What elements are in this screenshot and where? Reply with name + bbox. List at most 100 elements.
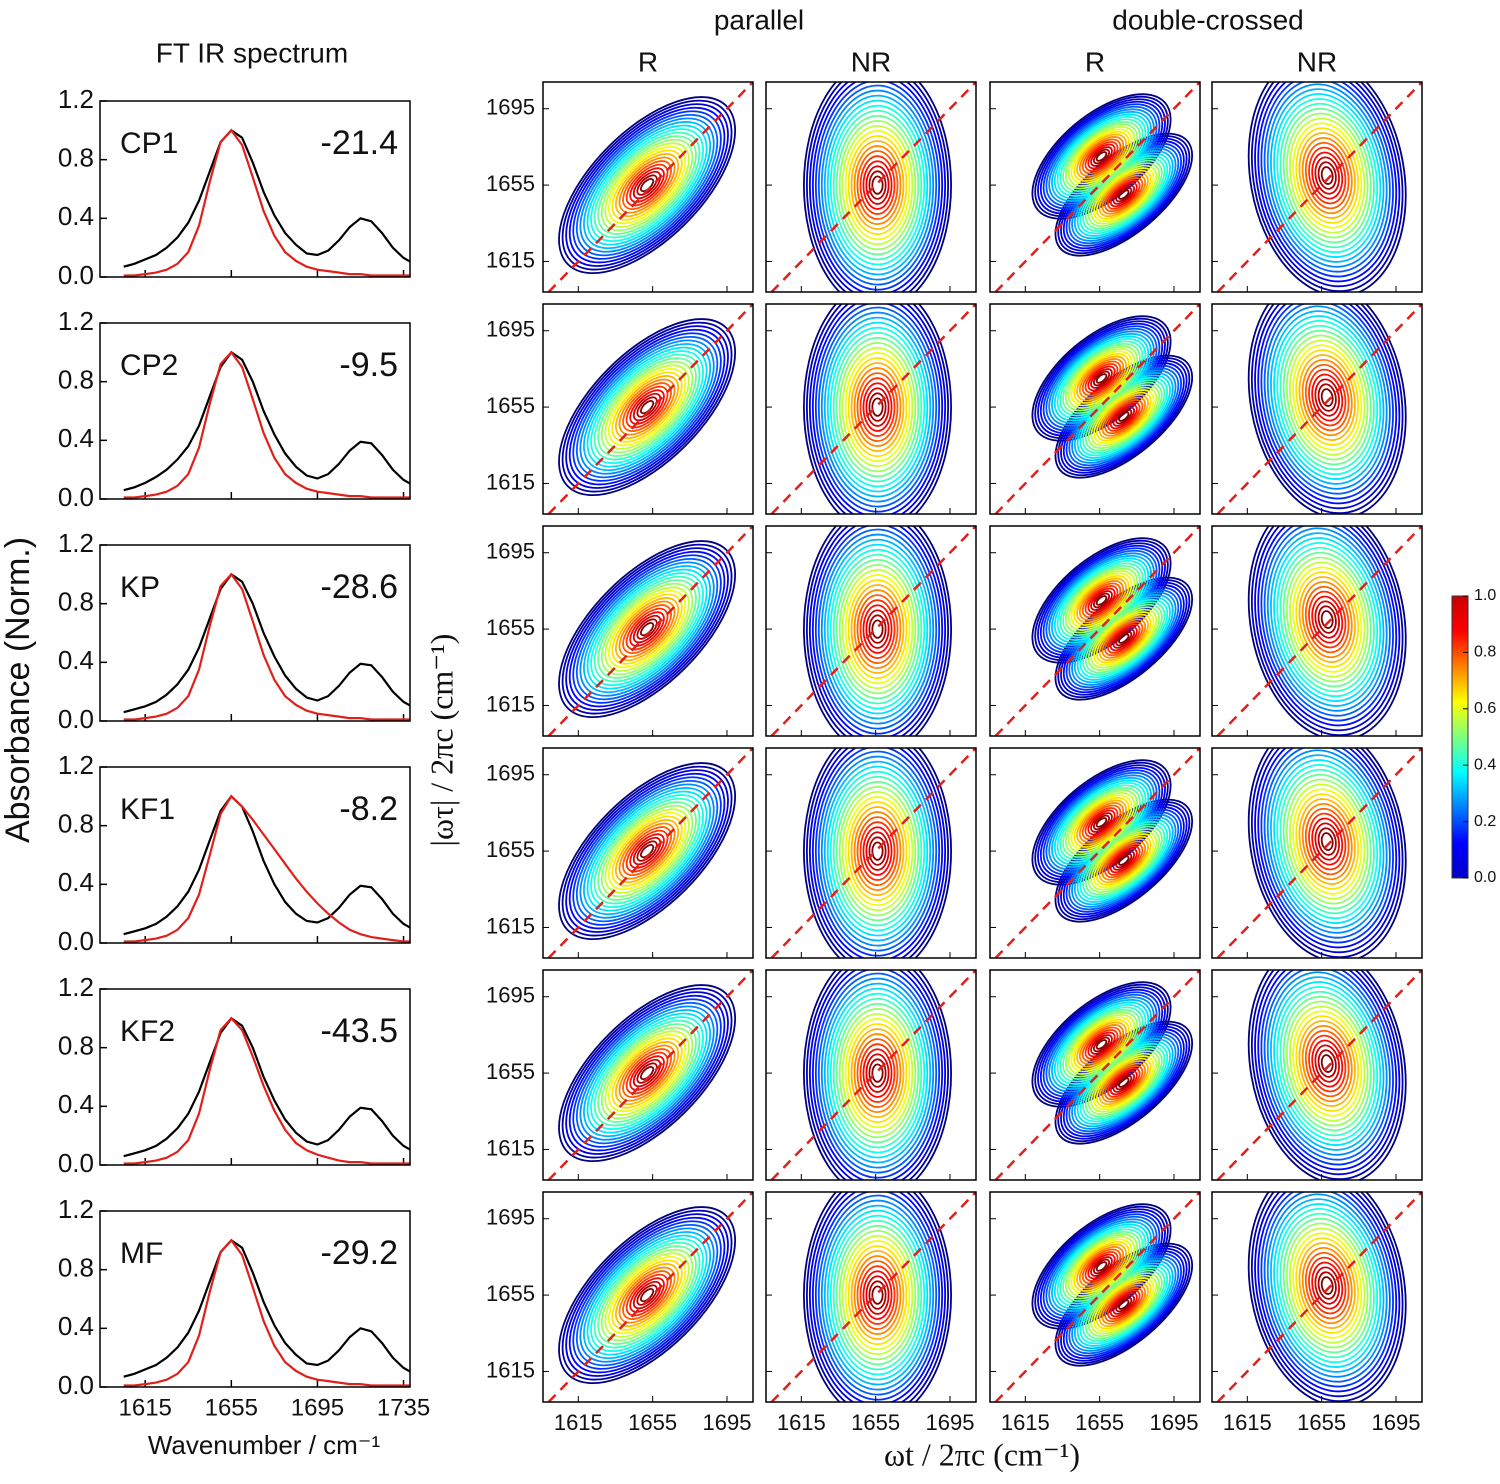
contour-line [1067, 126, 1136, 187]
y-tick-label: 1615 [486, 247, 535, 272]
contour-line [1090, 812, 1113, 833]
plot-frame [99, 988, 411, 1166]
contour-line [868, 1280, 887, 1310]
diagonal [547, 970, 753, 1180]
contour-line [1067, 1236, 1136, 1297]
contour-line [572, 110, 722, 260]
contour-line [636, 1062, 658, 1084]
spectrum-line [123, 794, 410, 943]
y-tick-label: 1695 [486, 539, 535, 564]
plot-frame [542, 969, 754, 1181]
contour-line [835, 780, 920, 922]
contour-line [1092, 592, 1111, 609]
contour-line [558, 762, 737, 941]
contour-line [814, 526, 941, 735]
contour-line [811, 304, 944, 514]
contour-line [1112, 1072, 1136, 1093]
plot-frame [542, 81, 754, 293]
ftir-x-label: Wavenumber / cm⁻¹ [148, 1430, 381, 1460]
contour-line [850, 806, 905, 897]
contour-line [1257, 748, 1398, 949]
contour-line [1090, 164, 1158, 225]
contour-line [844, 796, 911, 907]
contour-line [1285, 112, 1369, 239]
contour-line [636, 618, 658, 640]
contour-line [1247, 1192, 1407, 1402]
contour-line [593, 131, 701, 239]
plot-frame [1211, 747, 1423, 959]
spectrum-line [123, 128, 410, 268]
contour-line [618, 822, 676, 880]
contour-line [1101, 1062, 1147, 1103]
contour-line [850, 140, 905, 231]
contour-line [1311, 373, 1344, 422]
contour-line [1065, 1011, 1138, 1078]
contour-line [1107, 1289, 1141, 1320]
y-tick-label: 0.8 [58, 1253, 94, 1283]
contour-line [856, 594, 899, 664]
plot-frame [1211, 303, 1423, 515]
panel-label: CP1 [120, 127, 178, 160]
contour-line [1093, 833, 1155, 889]
contour-line [1257, 970, 1398, 1171]
contour-line [1107, 1067, 1141, 1098]
contour-line [1304, 141, 1350, 210]
spectrum-line [123, 128, 410, 277]
y-tick-label: 1655 [486, 837, 535, 862]
contour-line [611, 1037, 683, 1109]
contour-line [862, 160, 893, 210]
contour-line [615, 819, 680, 884]
contour-line [1107, 179, 1141, 210]
contour-line [615, 375, 680, 440]
contour-line [841, 1234, 914, 1356]
contour-line [862, 382, 893, 432]
contour-line [565, 991, 729, 1155]
contour-line [1073, 575, 1130, 626]
x-tick-label: 1615 [777, 1410, 826, 1435]
contour-line [803, 970, 952, 1180]
contour-line [835, 336, 920, 478]
contour-line [1270, 310, 1385, 485]
contour-line [1098, 616, 1149, 662]
contour-map [770, 1192, 976, 1402]
contour-line [868, 836, 887, 866]
contour-line [1247, 526, 1407, 736]
contour-line [1115, 186, 1133, 203]
contour-line [1263, 970, 1391, 1161]
contour-line [1263, 748, 1391, 939]
contour-line [611, 815, 683, 887]
contour-line [1078, 1024, 1125, 1065]
contour-line [811, 1192, 944, 1402]
contour-line [565, 325, 729, 489]
contour-line [1314, 1266, 1340, 1305]
contour-line [561, 765, 733, 937]
diagonal [547, 748, 753, 958]
panel-annotation: -28.6 [321, 568, 399, 606]
contour-line [1260, 748, 1394, 944]
contour-line [579, 339, 715, 475]
plot-frame [1211, 1191, 1423, 1403]
contour-line [1104, 1287, 1144, 1323]
contour-line [871, 397, 884, 417]
contour-line [632, 836, 662, 866]
contour-line [1295, 793, 1360, 890]
y-tick-label: 1.2 [58, 1194, 94, 1224]
panel-annotation: -21.4 [321, 124, 399, 162]
contour-line [1298, 798, 1356, 885]
contour-line [1096, 835, 1152, 886]
ftir-y-label: Absorbance (Norm.) [0, 537, 37, 843]
contour-line [1104, 621, 1144, 657]
contour-line [820, 311, 935, 503]
contour-line [1298, 1020, 1356, 1107]
plot-frame [99, 1210, 411, 1388]
contour-line [1087, 1272, 1160, 1337]
contour-line [1107, 845, 1141, 876]
plot-frame [765, 969, 977, 1181]
spectrum-line [123, 1238, 410, 1387]
contour-line [841, 124, 914, 246]
contour-line [1254, 748, 1401, 954]
column-group: double-crossed [1112, 4, 1303, 35]
contour-line [832, 997, 923, 1149]
contour-line [1308, 1256, 1347, 1315]
contour-line [1270, 1198, 1385, 1373]
